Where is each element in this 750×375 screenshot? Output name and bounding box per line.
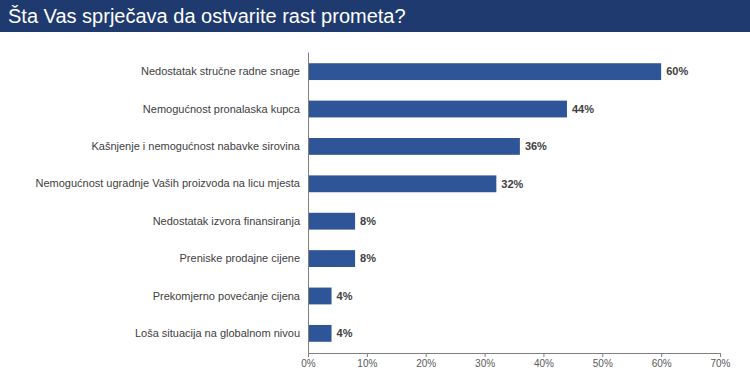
tick-label: Nemogućnost pronalaska kupca [143,103,301,115]
data-label: 44% [572,103,594,115]
tick-label: Kašnjenje i nemogućnost nabavke sirovina [91,140,300,152]
chart: Šta Vas sprječava da ostvarite rast prom… [0,0,750,375]
tick-label: 50% [593,358,613,369]
tick-label: Nemogućnost ugradnje Vaših proizvoda na … [35,177,300,189]
bar [308,175,496,192]
bar [308,325,332,342]
axis-line [308,53,309,354]
tick: Kašnjenje i nemogućnost nabavke sirovina [91,140,308,152]
tick: 50% [593,353,613,369]
bar [308,101,567,118]
bar [308,288,332,305]
tick-label: 60% [652,358,672,369]
tick: 20% [416,353,436,369]
tick-label: Nedostatak stručne radne snage [141,65,300,77]
bar [308,63,661,80]
data-label: 8% [360,215,376,227]
tick-label: 0% [301,358,316,369]
tick-mark [543,353,544,357]
tick: Nedostatak stručne radne snage [141,65,308,77]
axis-line [309,354,721,358]
x-axis: 0% 10% 20% 30% 40% 50% 60% 70% [301,353,730,369]
tick: 0% [301,353,316,369]
tick: Preniske prodajne cijene [180,252,308,264]
y-axis: Nedostatak stručne radne snage Nemogućnos… [35,53,308,354]
title: Šta Vas sprječava da ostvarite rast prom… [8,5,406,27]
tick-label: 40% [534,358,554,369]
tick-label: 10% [357,358,377,369]
data-labels: 60% 44% 36% 32% 8% 8% 4% 4% [337,65,689,339]
tick-mark [485,353,486,357]
tick: 10% [357,353,377,369]
tick: Nedostatak izvora finansiranja [153,215,308,227]
tick-mark [367,353,368,357]
tick-mark [661,353,662,357]
tick: Nemogućnost ugradnje Vaših proizvoda na … [35,177,308,189]
tick-label: Preniske prodajne cijene [180,252,300,264]
tick-label: 30% [475,358,495,369]
tick-label: 20% [416,358,436,369]
tick: 40% [534,353,554,369]
tick-label: Prekomjerno povećanje cijena [153,289,301,301]
data-label: 4% [337,290,353,302]
data-label: 60% [666,65,688,77]
tick: Loša situacija na globalnom nivou [135,327,308,339]
tick-mark [602,353,603,357]
tick-label: Loša situacija na globalnom nivou [135,327,300,339]
bars [308,63,661,342]
tick-label: Nedostatak izvora finansiranja [153,215,301,227]
data-label: 8% [360,252,376,264]
data-label: 4% [337,327,353,339]
tick-mark [720,353,721,357]
bar [308,250,355,267]
tick-label: 70% [710,358,730,369]
data-label: 36% [525,140,547,152]
bar [308,213,355,230]
tick: 60% [652,353,672,369]
bar [308,138,520,155]
tick: 30% [475,353,495,369]
tick-mark [426,353,427,357]
tick: Prekomjerno povećanje cijena [153,289,308,301]
title-band [0,0,750,32]
tick: Nemogućnost pronalaska kupca [143,103,308,115]
plot: 60% 44% 36% 32% 8% 8% 4% 4% Nedostatak stručne r… [35,53,730,370]
data-label: 32% [501,178,523,190]
tick: 70% [710,353,730,369]
tick-mark [308,353,309,357]
